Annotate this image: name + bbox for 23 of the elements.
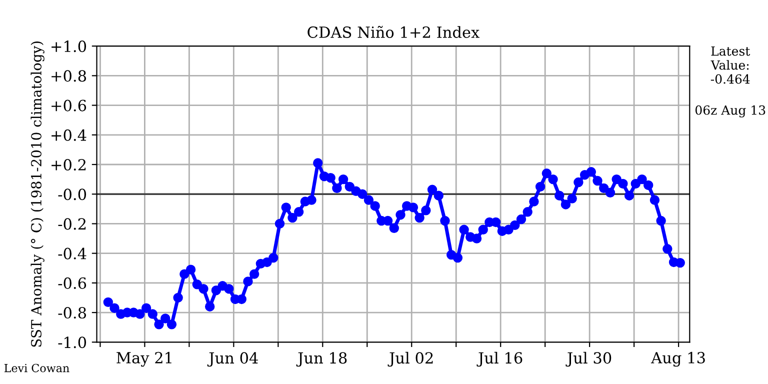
x-tick-label: Jul 30 [566,352,612,367]
y-tick-label: +1.0 [52,40,86,52]
chart-title: CDAS Niño 1+2 Index [308,26,480,38]
y-tick-label: -0.6 [58,277,86,289]
y-tick-label: -1.0 [58,336,86,348]
y-axis-title: SST Anomaly (° C) (1981-2010 climatology) [30,42,44,347]
y-tick-label: +0.8 [52,70,86,82]
y-tick-label: +0.2 [52,158,86,171]
y-tick-label: +0.4 [52,129,86,141]
text: 06z Aug 13 [695,105,766,118]
x-tick-label: Aug 13 [650,352,705,367]
y-tick-label: +0.6 [52,100,86,112]
x-tick-label: Jun 04 [207,352,258,367]
y-tick-label: -0.2 [58,218,86,230]
x-tick-label: Jul 02 [388,352,433,367]
x-tick-label: May 21 [116,352,172,367]
text: Latest Value: -0.464 [710,46,750,84]
x-tick-label: Jun 18 [296,352,347,367]
y-tick-label: -0.0 [58,188,86,200]
x-tick-label: Jul 16 [476,352,522,367]
y-tick-label: -0.4 [58,248,86,260]
y-tick-label: -0.8 [58,307,86,319]
text: Levi Cowan [4,364,70,372]
